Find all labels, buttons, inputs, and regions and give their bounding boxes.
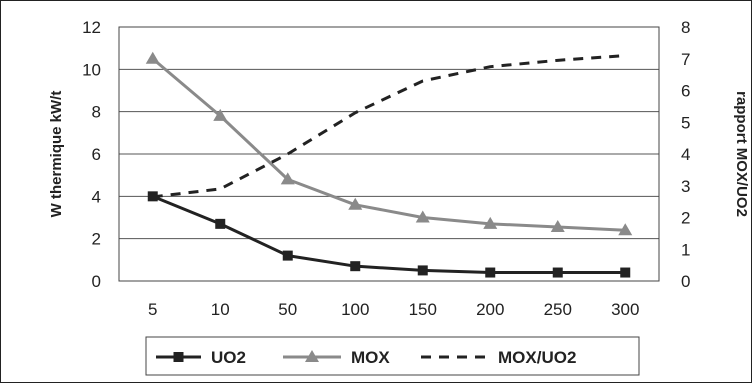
data-point-triangle [348, 197, 363, 210]
left-tick-label: 10 [82, 60, 101, 79]
legend-label: MOX [351, 348, 390, 367]
series-mox-uo2 [152, 54, 626, 199]
data-point-square [350, 261, 361, 272]
right-tick-label: 4 [681, 145, 690, 164]
legend-item: MOX [283, 348, 390, 367]
series-line [151, 57, 626, 232]
right-tick-label: 8 [681, 18, 690, 37]
series-mox [145, 51, 633, 236]
series-uo2 [147, 191, 631, 278]
legend-label: MOX/UO2 [498, 348, 576, 367]
data-point-square [620, 267, 631, 278]
data-point-square [215, 218, 226, 229]
data-point-square [173, 352, 184, 362]
data-point-square [552, 267, 563, 278]
data-point-triangle [415, 210, 430, 223]
x-tick-label: 150 [409, 300, 437, 319]
x-tick-label: 100 [341, 300, 369, 319]
series-line [152, 54, 626, 199]
right-tick-label: 5 [681, 113, 690, 132]
left-tick-label: 0 [92, 272, 101, 291]
data-point-triangle [145, 51, 160, 64]
right-tick-label: 6 [681, 82, 690, 101]
data-point-triangle [213, 108, 228, 121]
x-tick-label: 10 [211, 300, 230, 319]
x-axis-tick-labels: 5 10 50 100 150 200 250 300 [148, 300, 639, 319]
data-point-square [417, 265, 428, 276]
right-tick-label: 1 [681, 240, 690, 259]
data-point-triangle [550, 220, 565, 233]
series-line [152, 194, 626, 275]
x-tick-label: 50 [278, 300, 297, 319]
right-tick-label: 3 [681, 177, 690, 196]
right-tick-label: 2 [681, 209, 690, 228]
legend-item: MOX/UO2 [421, 348, 576, 367]
data-point-triangle [483, 216, 498, 229]
left-tick-label: 12 [82, 18, 101, 37]
x-tick-label: 5 [148, 300, 157, 319]
data-point-triangle [305, 350, 319, 362]
legend: UO2 MOX MOX/UO2 [145, 336, 640, 376]
x-tick-label: 250 [544, 300, 572, 319]
data-point-triangle [280, 172, 295, 185]
data-point-square [282, 250, 293, 261]
legend-item: UO2 [156, 348, 246, 367]
right-tick-label: 0 [681, 272, 690, 291]
y-axis-right-label: rapport MOX/UO2 [733, 91, 750, 217]
data-point-triangle [618, 223, 633, 236]
plot-area-border [118, 26, 660, 282]
right-tick-label: 7 [681, 50, 690, 69]
legend-label: UO2 [211, 348, 246, 367]
data-point-square [485, 267, 496, 278]
left-tick-label: 8 [92, 103, 101, 122]
x-tick-label: 300 [611, 300, 639, 319]
y-axis-left-label: W thermique kW/t [48, 91, 65, 218]
series-layer [145, 51, 633, 278]
grid-lines [119, 26, 659, 282]
legend-box [145, 336, 640, 376]
right-axis-tick-labels: 0 1 2 3 4 5 6 7 8 [681, 18, 690, 291]
left-tick-label: 4 [92, 187, 101, 206]
x-tick-label: 200 [476, 300, 504, 319]
left-axis-tick-labels: 0 2 4 6 8 10 12 [82, 18, 101, 291]
left-tick-label: 2 [92, 230, 101, 249]
left-tick-label: 6 [92, 145, 101, 164]
